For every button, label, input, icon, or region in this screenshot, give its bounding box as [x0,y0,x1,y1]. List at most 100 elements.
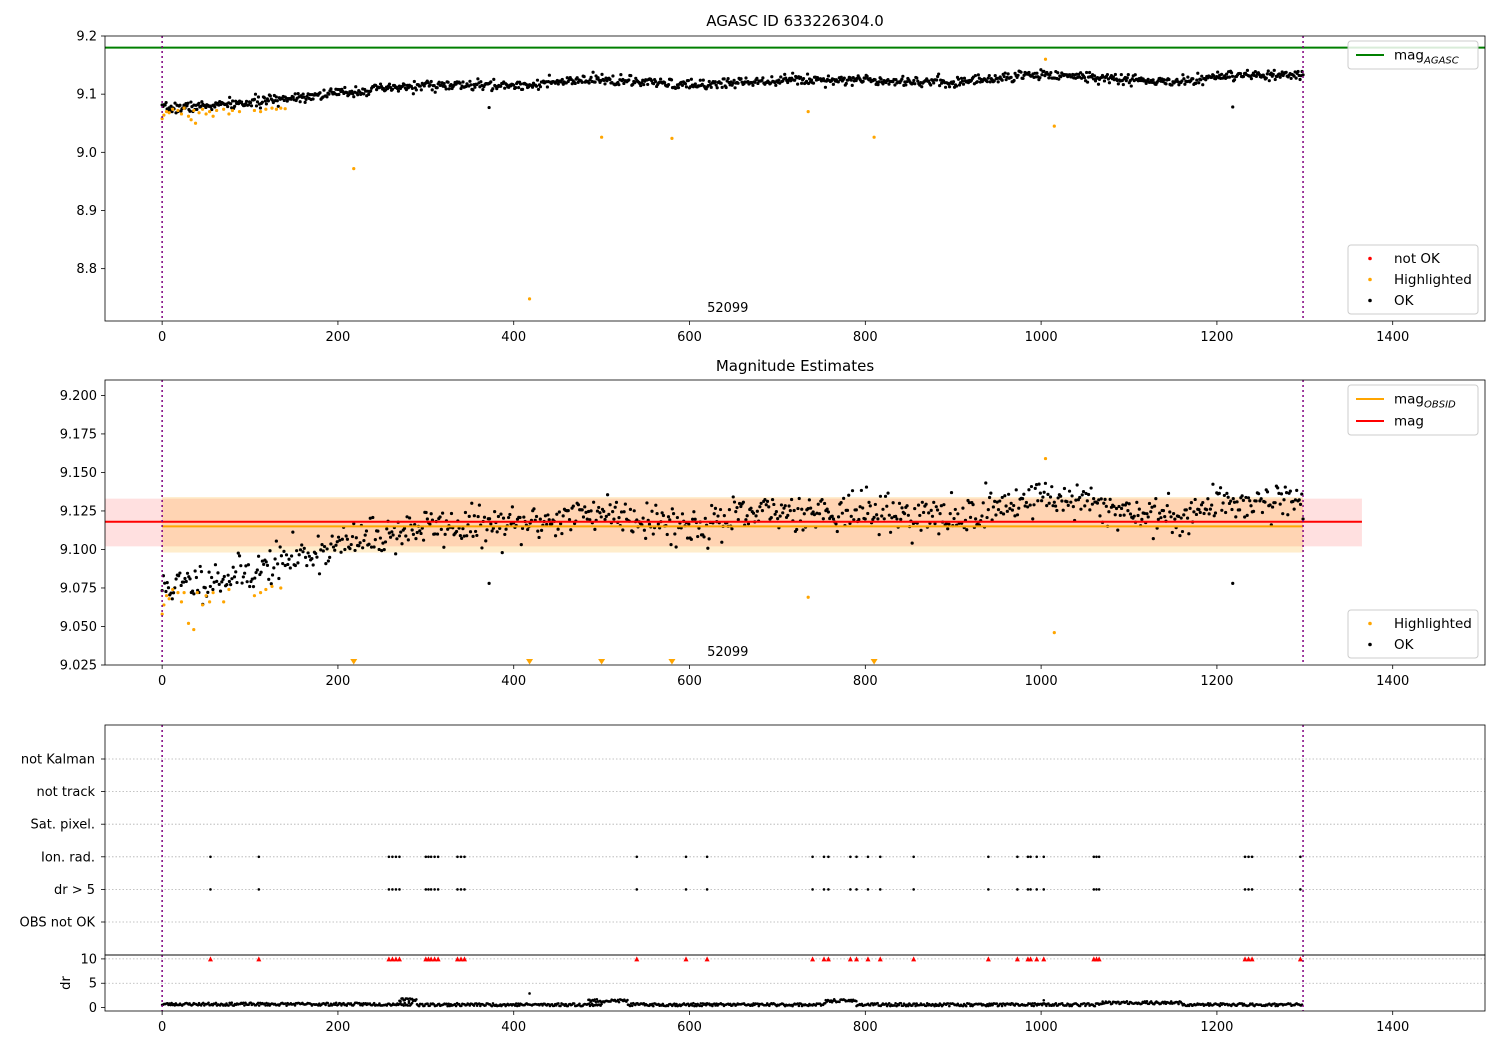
agasc-bottom-legend-dot-swatch [1368,277,1372,282]
agasc-ok-point [804,79,809,83]
mag-est-ok-point [902,512,907,516]
agasc-ok-point [1201,83,1205,87]
mag-est-ok-point [806,507,810,511]
mag-est-highlighted-below-marker [350,659,358,665]
mag-est-ok-point [454,529,459,534]
flag-event-point [849,855,852,859]
mag-est-ok-point [206,590,210,594]
dr-cap-marker [1096,956,1102,962]
mag-est-ok-point [198,564,202,569]
agasc-ok-point [1000,78,1004,82]
mag-est-y-tick-label: 9.150 [60,466,97,481]
mag-est-ok-point [1074,498,1078,502]
mag-est-ok-point [595,509,600,513]
mag-est-ok-point [899,517,903,521]
dr-point [285,1004,288,1007]
flag-event-point [1250,855,1254,859]
agasc-ok-point [1040,73,1044,77]
mag-est-ok-point [710,503,714,508]
mag-est-ok-point [284,553,289,557]
mag-est-ok-point [924,502,928,506]
agasc-ok-point [1116,82,1120,86]
mag-est-ok-point [199,570,204,574]
mag-est-ok-point [546,513,550,517]
dr-x-tick-label: 1200 [1200,1020,1233,1035]
mag-est-ok-point [1005,509,1009,513]
mag-est-ok-point [592,500,596,504]
flag-event-point [424,855,428,859]
agasc-ok-point [954,84,959,88]
mag-est-ok-point [933,522,937,526]
mag-est-ok-point [692,510,696,514]
agasc-ok-point [311,97,315,101]
mag-est-ok-point [1031,517,1035,521]
flag-event-point [1243,855,1247,859]
mag-est-ok-point [1279,492,1284,496]
mag-est-ok-point [773,512,777,516]
mag-est-ok-point [961,506,965,510]
mag-est-ok-point [496,514,501,519]
mag-est-ok-point [539,528,544,532]
agasc-ok-point [1289,76,1293,81]
mag-est-ok-point [1009,501,1013,505]
agasc-ok-point [823,85,828,89]
mag-est-ok-point [831,517,836,521]
mag-est-ok-point [1047,501,1051,505]
dr-cap-marker [435,956,441,962]
agasc-ok-point [538,85,543,89]
mag-est-ok-point [477,503,482,507]
dr-point [1289,1002,1292,1005]
mag-est-ok-point [221,577,225,581]
mag-est-ok-point [1206,497,1210,501]
dr-cap-marker [428,956,434,962]
mag-est-ok-point [397,534,402,538]
agasc-ok-point [1253,69,1257,74]
dr-point [995,1002,999,1005]
agasc-ok-point [231,99,235,103]
mag-est-ok-point [232,575,237,579]
mag-est-ok-point [820,497,824,502]
agasc-ok-point [298,100,302,104]
mag-est-ok-point [1221,501,1225,505]
dr-point [629,1002,633,1005]
dr-cap-marker [634,956,640,962]
mag-est-ok-point [1055,508,1059,513]
dr-cap-marker [854,956,860,962]
agasc-x-tick-label: 1000 [1025,330,1058,345]
flag-event-point [398,855,401,859]
mag-est-ok-point [1159,516,1163,520]
mag-est-ok-point [1284,491,1289,495]
dr-point [454,1004,458,1008]
agasc-ok-point [751,83,755,87]
agasc-y-tick-label: 9.1 [76,88,97,103]
agasc-ok-point [199,104,203,108]
mag-est-ok-point [883,494,888,498]
mag-est-ok-point [1041,495,1045,499]
agasc-ok-point [1186,75,1190,79]
mag-est-ok-point [1066,503,1070,508]
agasc-ok-point [1057,77,1061,81]
agasc-x-tick-label: 400 [501,330,526,345]
mag-est-ok-point [182,580,186,584]
mag-est-ok-point [231,565,235,569]
mag-est-ok-point [487,517,492,521]
mag-est-ok-point [188,577,192,581]
mag-est-ok-point [702,535,706,539]
agasc-ok-point [868,76,872,81]
mag-est-ok-point [255,568,259,572]
mag-est-ok-point [461,527,465,531]
agasc-ok-point [1121,82,1125,87]
agasc-ok-point [301,92,305,96]
mag-est-ok-point [885,504,889,508]
mag-est-ok-point [418,529,422,533]
agasc-ok-point [573,81,577,86]
agasc-ok-point [698,78,702,82]
dr-point [700,1004,704,1008]
agasc-ok-point [932,81,936,85]
mag-est-ok-point [225,582,229,587]
dr-axis-label: dr [59,976,74,990]
mag-est-ok-point [179,583,183,588]
agasc-ok-point [988,80,992,84]
mag-est-highlighted-point [264,587,268,592]
